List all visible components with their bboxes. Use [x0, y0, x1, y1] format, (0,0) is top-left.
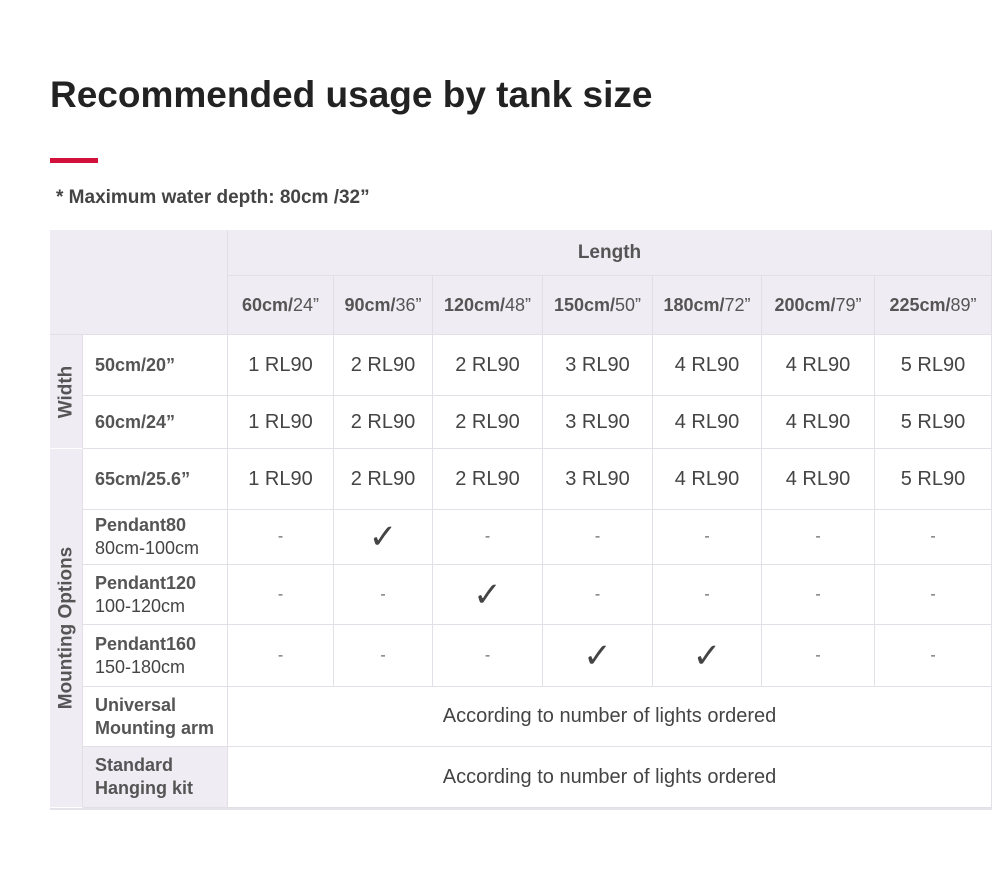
- cell: 2 RL90: [433, 449, 543, 510]
- row-label-cell: Pendant120 100-120cm: [83, 565, 228, 625]
- cell: 5 RL90: [875, 449, 992, 510]
- row-label-cell: Pendant80 80cm-100cm: [83, 510, 228, 565]
- column-imperial: 50”: [615, 294, 642, 315]
- cell: -: [228, 565, 334, 625]
- cell: 2 RL90: [334, 449, 433, 510]
- column-metric: 150cm/: [553, 294, 616, 315]
- cell: 4 RL90: [653, 335, 762, 396]
- cell: ✓: [653, 625, 762, 687]
- cell: 2 RL90: [433, 396, 543, 449]
- cell: -: [334, 625, 433, 687]
- cell: 3 RL90: [543, 396, 653, 449]
- column-header: 120cm/48”: [433, 276, 543, 335]
- cell: 1 RL90: [228, 335, 334, 396]
- cell: 2 RL90: [334, 335, 433, 396]
- row-label: Universal: [95, 694, 177, 715]
- row-label: Hanging kit: [95, 778, 193, 798]
- cell: 1 RL90: [228, 396, 334, 449]
- cell: 4 RL90: [762, 449, 875, 510]
- cell: -: [433, 625, 543, 687]
- column-metric: 200cm/: [774, 294, 836, 315]
- note: * Maximum water depth: 80cm /32”: [56, 187, 370, 208]
- cell: 3 RL90: [543, 335, 653, 396]
- group-cell: Width: [50, 335, 83, 449]
- cell: 5 RL90: [875, 396, 992, 449]
- cell: -: [653, 510, 762, 565]
- column-header: 225cm/89”: [875, 276, 992, 335]
- row-sublabel: 80cm-100cm: [95, 538, 200, 558]
- cell: 2 RL90: [334, 396, 433, 449]
- row-label-cell: Universal Mounting arm: [83, 687, 228, 747]
- column-metric: 120cm/: [443, 294, 506, 315]
- column-metric: 60cm/: [241, 294, 294, 315]
- group-cell: Mounting Options: [50, 449, 83, 808]
- row-label: Pendant160: [95, 633, 197, 654]
- accent-bar: [50, 158, 98, 163]
- row-label: Pendant120: [95, 572, 197, 593]
- row-label-cell: 60cm/24”: [83, 396, 228, 449]
- bottom-strip: [50, 808, 992, 810]
- row-label-cell: 65cm/25.6”: [83, 449, 228, 510]
- cell: ✓: [543, 625, 653, 687]
- cell: -: [875, 625, 992, 687]
- column-header: 150cm/50”: [543, 276, 653, 335]
- cell: -: [433, 510, 543, 565]
- cell: -: [762, 625, 875, 687]
- column-header: 180cm/72”: [653, 276, 762, 335]
- column-header: 60cm/24”: [228, 276, 334, 335]
- row-label: 65cm/25.6”: [95, 468, 191, 489]
- column-imperial: 36”: [395, 294, 422, 315]
- row-label: 50cm/20”: [95, 354, 176, 375]
- column-imperial: 24”: [293, 294, 320, 315]
- title: Recommended usage by tank size: [50, 74, 653, 115]
- cell: 5 RL90: [875, 335, 992, 396]
- span-cell: According to number of lights ordered: [228, 687, 992, 747]
- cell: ✓: [433, 565, 543, 625]
- column-metric: 225cm/: [889, 294, 951, 315]
- row-label-cell: 50cm/20”: [83, 335, 228, 396]
- cell: -: [543, 510, 653, 565]
- group-label: Mounting Options: [55, 546, 77, 710]
- cell: 4 RL90: [762, 396, 875, 449]
- cell: -: [228, 510, 334, 565]
- column-imperial: 89”: [950, 294, 977, 315]
- column-imperial: 48”: [505, 294, 532, 315]
- cell: ✓: [334, 510, 433, 565]
- cell: -: [653, 565, 762, 625]
- column-header: 90cm/36”: [334, 276, 433, 335]
- span-cell: According to number of lights ordered: [228, 747, 992, 808]
- cell: -: [875, 565, 992, 625]
- column-imperial: 79”: [835, 294, 862, 315]
- row-sublabel: 150-180cm: [95, 656, 186, 677]
- cell: -: [543, 565, 653, 625]
- cell: 4 RL90: [762, 335, 875, 396]
- cell: 3 RL90: [543, 449, 653, 510]
- row-label-cell: Standard Hanging kit: [83, 747, 228, 808]
- cell: -: [762, 510, 875, 565]
- cell: -: [334, 565, 433, 625]
- cell: 4 RL90: [653, 449, 762, 510]
- cell: -: [762, 565, 875, 625]
- row-label: 60cm/24”: [95, 411, 176, 432]
- cell: 4 RL90: [653, 396, 762, 449]
- group-label: Width: [55, 365, 76, 418]
- row-label: Standard: [95, 755, 174, 775]
- cell: -: [875, 510, 992, 565]
- row-label: Mounting arm: [95, 717, 214, 738]
- column-imperial: 72”: [724, 294, 751, 315]
- header-corner: [50, 230, 228, 335]
- cell: 2 RL90: [433, 335, 543, 396]
- cell: 1 RL90: [228, 449, 334, 510]
- length-header: Length: [228, 230, 992, 276]
- cell: -: [228, 625, 334, 687]
- row-label: Pendant80: [95, 515, 187, 535]
- row-sublabel: 100-120cm: [95, 595, 186, 616]
- column-header: 200cm/79”: [762, 276, 875, 335]
- column-metric: 90cm/: [344, 294, 396, 315]
- column-metric: 180cm/: [663, 294, 725, 315]
- row-label-cell: Pendant160 150-180cm: [83, 625, 228, 687]
